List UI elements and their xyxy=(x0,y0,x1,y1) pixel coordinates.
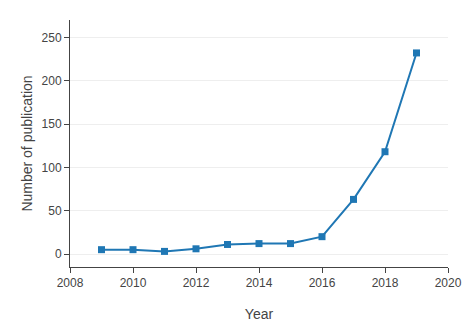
svg-text:2012: 2012 xyxy=(183,276,210,290)
svg-text:150: 150 xyxy=(42,117,62,131)
svg-text:Number of publication: Number of publication xyxy=(19,75,35,211)
svg-text:250: 250 xyxy=(42,31,62,45)
svg-text:2016: 2016 xyxy=(309,276,336,290)
svg-text:100: 100 xyxy=(42,161,62,175)
svg-text:Year: Year xyxy=(245,306,274,322)
svg-text:0: 0 xyxy=(55,247,62,261)
svg-text:2010: 2010 xyxy=(120,276,147,290)
svg-text:2018: 2018 xyxy=(372,276,399,290)
svg-text:200: 200 xyxy=(42,74,62,88)
svg-text:2014: 2014 xyxy=(246,276,273,290)
svg-text:2020: 2020 xyxy=(435,276,462,290)
svg-text:2008: 2008 xyxy=(57,276,84,290)
svg-text:50: 50 xyxy=(48,204,62,218)
